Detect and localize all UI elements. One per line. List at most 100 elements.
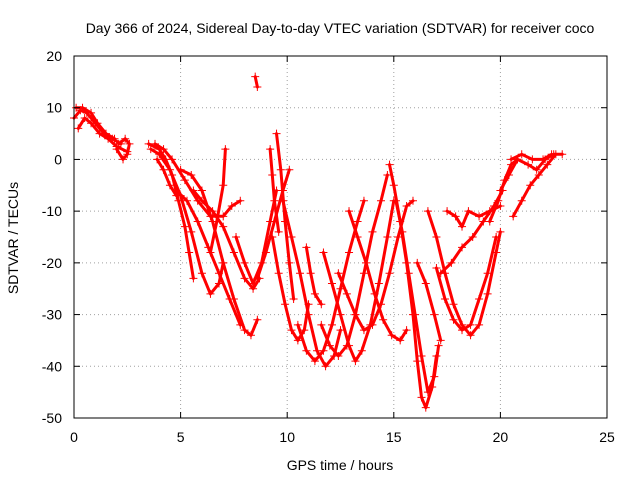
data-point <box>440 295 449 304</box>
data-point <box>206 289 215 298</box>
y-tick-label: 20 <box>46 48 62 64</box>
data-point <box>383 170 392 179</box>
data-point <box>278 196 287 205</box>
data-point <box>197 269 206 278</box>
data-point <box>466 331 475 340</box>
data-point <box>466 320 475 329</box>
series-line <box>234 189 278 285</box>
data-point <box>219 222 228 231</box>
data-point <box>342 341 351 350</box>
series-arc-5 <box>144 139 198 283</box>
data-point <box>432 264 441 273</box>
data-point <box>402 201 411 210</box>
data-point <box>336 326 345 335</box>
data-point <box>189 274 198 283</box>
data-point <box>504 170 513 179</box>
data-point <box>389 181 398 190</box>
data-point <box>287 233 296 241</box>
series-arc-25 <box>345 207 411 345</box>
series-arc-2 <box>74 114 132 156</box>
data-point <box>517 196 526 205</box>
series-arc-20 <box>302 243 326 309</box>
data-point <box>240 274 249 283</box>
data-point <box>447 258 456 267</box>
data-point <box>185 248 194 257</box>
series-line <box>394 199 441 394</box>
data-point <box>494 196 503 205</box>
data-point <box>266 145 275 154</box>
data-point <box>325 341 334 350</box>
data-point <box>146 145 155 154</box>
data-point <box>334 351 343 360</box>
data-point <box>214 269 223 278</box>
series-line <box>115 137 131 161</box>
data-point <box>359 269 368 278</box>
data-point <box>383 233 392 241</box>
data-point <box>543 160 552 169</box>
data-point <box>404 269 413 278</box>
data-point <box>417 393 426 402</box>
data-point <box>253 315 262 324</box>
data-point <box>219 258 228 267</box>
series-arc-19 <box>278 196 345 371</box>
series-line <box>304 245 323 306</box>
data-point <box>385 160 394 169</box>
x-tick-label: 25 <box>599 429 615 445</box>
series-line <box>347 209 409 342</box>
data-point <box>353 217 362 226</box>
data-point <box>93 119 102 128</box>
data-point <box>334 269 343 278</box>
data-point <box>483 289 492 298</box>
data-point <box>121 134 130 143</box>
data-point <box>276 165 285 174</box>
data-point <box>293 320 302 329</box>
series-arc-36 <box>507 150 556 164</box>
data-point <box>236 320 245 329</box>
series-arc-32 <box>436 186 507 278</box>
data-point <box>509 212 518 221</box>
y-tick-label: -50 <box>42 410 62 426</box>
data-point <box>434 341 443 350</box>
data-point <box>253 83 262 92</box>
data-point <box>528 155 537 164</box>
data-point <box>125 139 134 148</box>
data-point <box>168 155 177 164</box>
x-tick-label: 10 <box>279 429 295 445</box>
y-tick-label: -10 <box>42 203 62 219</box>
series-arc-30 <box>432 233 501 335</box>
data-point <box>172 186 181 195</box>
data-point <box>112 145 121 154</box>
data-point <box>182 196 191 205</box>
grid-lines <box>74 56 607 418</box>
data-point <box>80 114 89 123</box>
data-point <box>119 155 128 164</box>
data-point <box>272 129 281 138</box>
series-line <box>147 142 195 280</box>
data-point <box>451 212 460 221</box>
x-tick-label: 0 <box>70 429 78 445</box>
data-point <box>379 315 388 324</box>
data-point <box>165 181 174 190</box>
data-point <box>443 207 452 216</box>
data-point <box>423 207 432 216</box>
series-arc-4 <box>112 134 134 164</box>
data-point <box>155 150 164 159</box>
series-arc-10 <box>172 186 245 329</box>
data-point <box>430 310 439 319</box>
data-point <box>449 300 458 309</box>
data-point <box>413 357 422 366</box>
data-point <box>114 139 123 148</box>
data-point <box>187 227 196 236</box>
data-point <box>285 165 294 174</box>
data-point <box>310 289 319 298</box>
series-line <box>191 189 261 291</box>
data-point <box>180 176 189 185</box>
data-point <box>362 258 371 267</box>
data-point <box>302 243 311 252</box>
data-point <box>430 372 439 381</box>
data-point <box>153 155 162 164</box>
data-point <box>240 326 249 335</box>
data-point <box>110 134 119 143</box>
series-arc-29 <box>423 207 505 340</box>
